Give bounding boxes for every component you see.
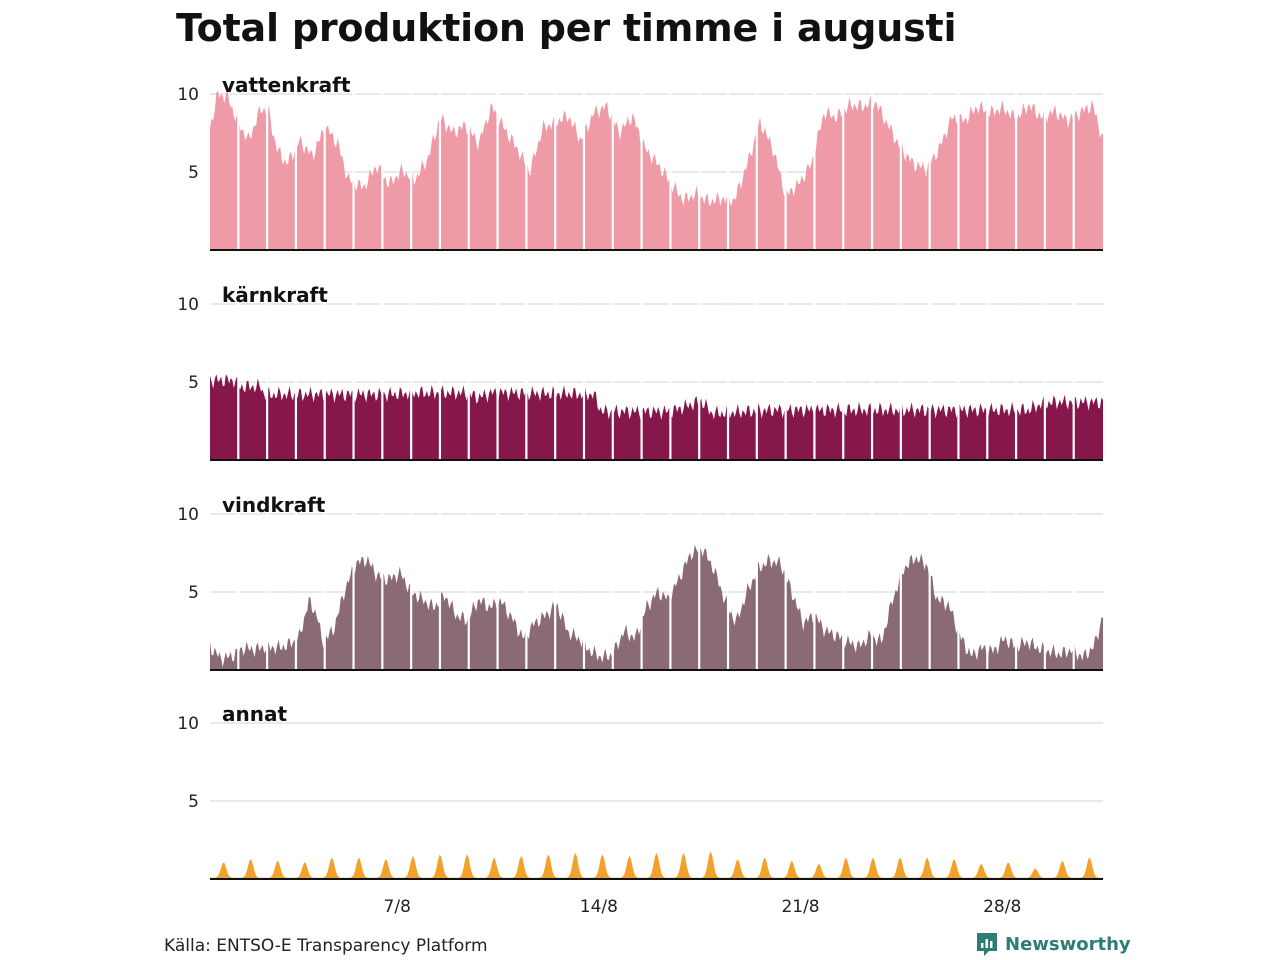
production-small-multiples-chart: 5 10 vattenkraft 5 10 kärnkraft 5 10 vindkraft 5 1… [177, 73, 1103, 917]
y-tick-label: 10 [177, 505, 199, 525]
source-note: Källa: ENTSO-E Transparency Platform [164, 936, 488, 956]
y-tick-label: 5 [188, 373, 199, 393]
newsworthy-logo-icon [977, 933, 997, 956]
x-tick-label: 7/8 [384, 897, 411, 917]
x-tick-label: 14/8 [580, 897, 618, 917]
x-tick-label: 28/8 [983, 897, 1021, 917]
brand-name: Newsworthy [1005, 933, 1131, 955]
y-tick-label: 5 [188, 163, 199, 183]
y-tick-label: 5 [188, 583, 199, 603]
area-annat [210, 851, 1103, 879]
area-vattenkraft [210, 89, 1103, 250]
y-tick-label: 10 [177, 295, 199, 315]
series-label-vindkraft: vindkraft [222, 493, 326, 517]
chart-title: Total produktion per timme i augusti [176, 6, 957, 50]
brand-logo: Newsworthy [975, 931, 1131, 957]
series-label-vattenkraft: vattenkraft [222, 73, 351, 97]
series-label-annat: annat [222, 702, 287, 726]
y-tick-label: 10 [177, 714, 199, 734]
series-label-kärnkraft: kärnkraft [222, 283, 328, 307]
x-tick-label: 21/8 [781, 897, 819, 917]
y-tick-label: 10 [177, 85, 199, 105]
area-vindkraft [210, 544, 1103, 670]
y-tick-label: 5 [188, 792, 199, 812]
area-kärnkraft [210, 374, 1103, 460]
